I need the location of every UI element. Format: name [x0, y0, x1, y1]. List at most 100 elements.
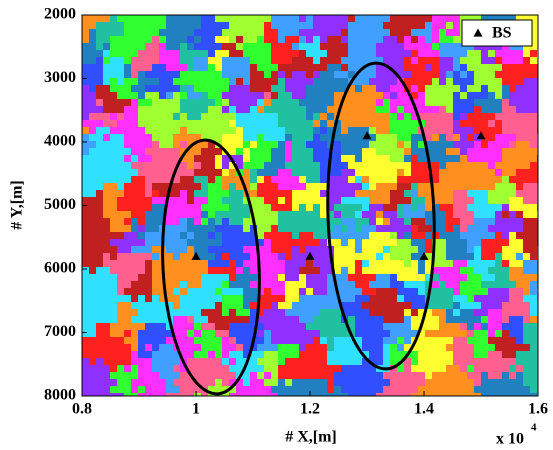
map-cell	[355, 197, 362, 204]
map-cell	[166, 246, 173, 253]
map-cell	[376, 225, 383, 232]
map-cell	[194, 372, 201, 379]
map-cell	[348, 134, 355, 141]
map-cell	[299, 183, 306, 190]
map-cell	[432, 372, 439, 379]
map-cell	[208, 162, 215, 169]
map-cell	[264, 288, 271, 295]
map-cell	[481, 358, 488, 365]
map-cell	[208, 295, 215, 302]
map-cell	[278, 225, 285, 232]
map-cell	[194, 78, 201, 85]
map-cell	[215, 379, 222, 386]
map-cell	[369, 372, 376, 379]
map-cell	[138, 225, 145, 232]
map-cell	[145, 92, 152, 99]
map-cell	[509, 344, 516, 351]
map-cell	[222, 309, 229, 316]
map-cell	[523, 267, 530, 274]
map-cell	[110, 379, 117, 386]
map-cell	[313, 190, 320, 197]
map-cell	[418, 29, 425, 36]
map-cell	[187, 197, 194, 204]
map-cell	[173, 302, 180, 309]
map-cell	[138, 197, 145, 204]
map-cell	[285, 176, 292, 183]
map-cell	[103, 197, 110, 204]
map-cell	[299, 267, 306, 274]
map-cell	[516, 57, 523, 64]
map-cell	[89, 50, 96, 57]
map-cell	[383, 295, 390, 302]
map-cell	[96, 344, 103, 351]
map-cell	[278, 288, 285, 295]
map-cell	[173, 106, 180, 113]
map-cell	[320, 197, 327, 204]
map-cell	[460, 225, 467, 232]
map-cell	[523, 113, 530, 120]
map-cell	[488, 190, 495, 197]
map-cell	[362, 120, 369, 127]
map-cell	[467, 351, 474, 358]
map-cell	[103, 176, 110, 183]
map-cell	[194, 64, 201, 71]
map-cell	[187, 22, 194, 29]
map-cell	[96, 92, 103, 99]
map-cell	[166, 274, 173, 281]
map-cell	[292, 57, 299, 64]
map-cell	[110, 344, 117, 351]
map-cell	[103, 141, 110, 148]
map-cell	[320, 204, 327, 211]
map-cell	[124, 260, 131, 267]
map-cell	[411, 190, 418, 197]
map-cell	[334, 253, 341, 260]
map-cell	[474, 141, 481, 148]
map-cell	[411, 85, 418, 92]
map-cell	[208, 57, 215, 64]
map-cell	[103, 288, 110, 295]
map-cell	[110, 99, 117, 106]
map-cell	[453, 120, 460, 127]
map-cell	[362, 302, 369, 309]
map-cell	[390, 78, 397, 85]
map-cell	[215, 274, 222, 281]
map-cell	[383, 323, 390, 330]
map-cell	[474, 127, 481, 134]
map-cell	[278, 15, 285, 22]
map-cell	[467, 50, 474, 57]
map-cell	[159, 197, 166, 204]
map-cell	[271, 358, 278, 365]
map-cell	[103, 246, 110, 253]
map-cell	[313, 99, 320, 106]
map-cell	[509, 57, 516, 64]
map-cell	[432, 99, 439, 106]
map-cell	[411, 232, 418, 239]
map-cell	[369, 50, 376, 57]
map-cell	[152, 351, 159, 358]
map-cell	[180, 225, 187, 232]
map-cell	[180, 302, 187, 309]
map-cell	[404, 155, 411, 162]
map-cell	[145, 29, 152, 36]
map-cell	[145, 225, 152, 232]
map-cell	[502, 386, 509, 393]
map-cell	[460, 365, 467, 372]
map-cell	[173, 323, 180, 330]
map-cell	[110, 260, 117, 267]
map-cell	[173, 78, 180, 85]
map-cell	[341, 78, 348, 85]
map-cell	[187, 127, 194, 134]
map-cell	[502, 71, 509, 78]
map-cell	[523, 316, 530, 323]
map-cell	[502, 197, 509, 204]
map-cell	[502, 302, 509, 309]
map-cell	[152, 211, 159, 218]
map-cell	[257, 183, 264, 190]
map-cell	[355, 169, 362, 176]
map-cell	[320, 71, 327, 78]
map-cell	[446, 155, 453, 162]
map-cell	[355, 162, 362, 169]
map-cell	[152, 50, 159, 57]
map-cell	[89, 351, 96, 358]
map-cell	[390, 225, 397, 232]
